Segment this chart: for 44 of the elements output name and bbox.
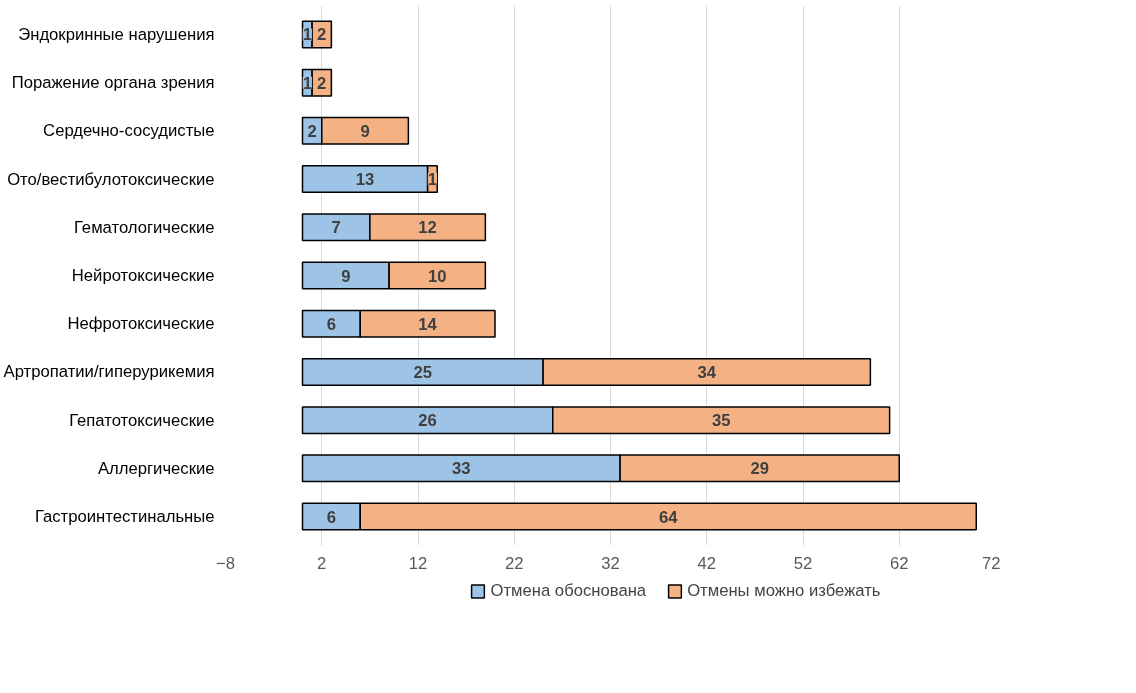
x-tick-label: 32	[601, 553, 620, 573]
legend-label: Отмены можно избежать	[687, 581, 881, 601]
data-label: 2	[307, 121, 317, 141]
data-label: 13	[355, 170, 375, 190]
y-tick-label: Гепатотоксические	[69, 410, 215, 430]
y-tick-label: Поражение органа зрения	[11, 73, 215, 93]
data-label: 14	[418, 314, 438, 334]
data-label: 7	[331, 218, 341, 238]
y-tick-label: Ото/вестибулотоксические	[7, 169, 215, 189]
x-tick-label: 52	[793, 553, 813, 573]
x-tick-label: 72	[981, 553, 1001, 573]
x-tick-label: 22	[504, 553, 524, 573]
data-label: 2	[317, 25, 327, 45]
data-label: 29	[750, 459, 769, 479]
data-label: 35	[711, 411, 731, 431]
data-label: 6	[326, 507, 337, 527]
y-tick-label: Сердечно-сосудистые	[43, 121, 215, 141]
data-label: 33	[452, 459, 471, 479]
y-tick-label: Нефротоксические	[67, 314, 215, 334]
data-label: 34	[697, 362, 717, 382]
data-label: 9	[360, 121, 370, 141]
y-tick-label: Гастроинтестинальные	[34, 507, 215, 527]
data-label: 6	[326, 314, 337, 334]
data-label: 1	[302, 25, 312, 45]
y-tick-label: Эндокринные нарушения	[18, 24, 215, 44]
x-tick-label: 12	[408, 553, 428, 573]
y-tick-label: Аллергические	[97, 458, 215, 478]
x-tick-label: 42	[697, 553, 717, 573]
data-label: 2	[317, 73, 327, 93]
data-label: 26	[418, 411, 437, 431]
legend-label: Отмена обоснована	[490, 581, 647, 601]
x-tick-label: 62	[889, 553, 909, 573]
data-label: 1	[427, 170, 438, 190]
data-label: 9	[341, 266, 351, 286]
data-label: 64	[658, 507, 679, 527]
y-tick-label: Нейротоксические	[71, 266, 215, 285]
data-label: 1	[302, 73, 312, 93]
data-label: 25	[413, 362, 433, 382]
data-label: 10	[427, 266, 447, 286]
x-tick-label: 2	[317, 553, 327, 573]
y-tick-label: Артропатии/гиперурикемия	[3, 362, 215, 382]
y-tick-label: Гематологические	[73, 217, 215, 237]
data-label: 12	[418, 218, 437, 238]
x-tick-label: −8	[216, 553, 235, 573]
